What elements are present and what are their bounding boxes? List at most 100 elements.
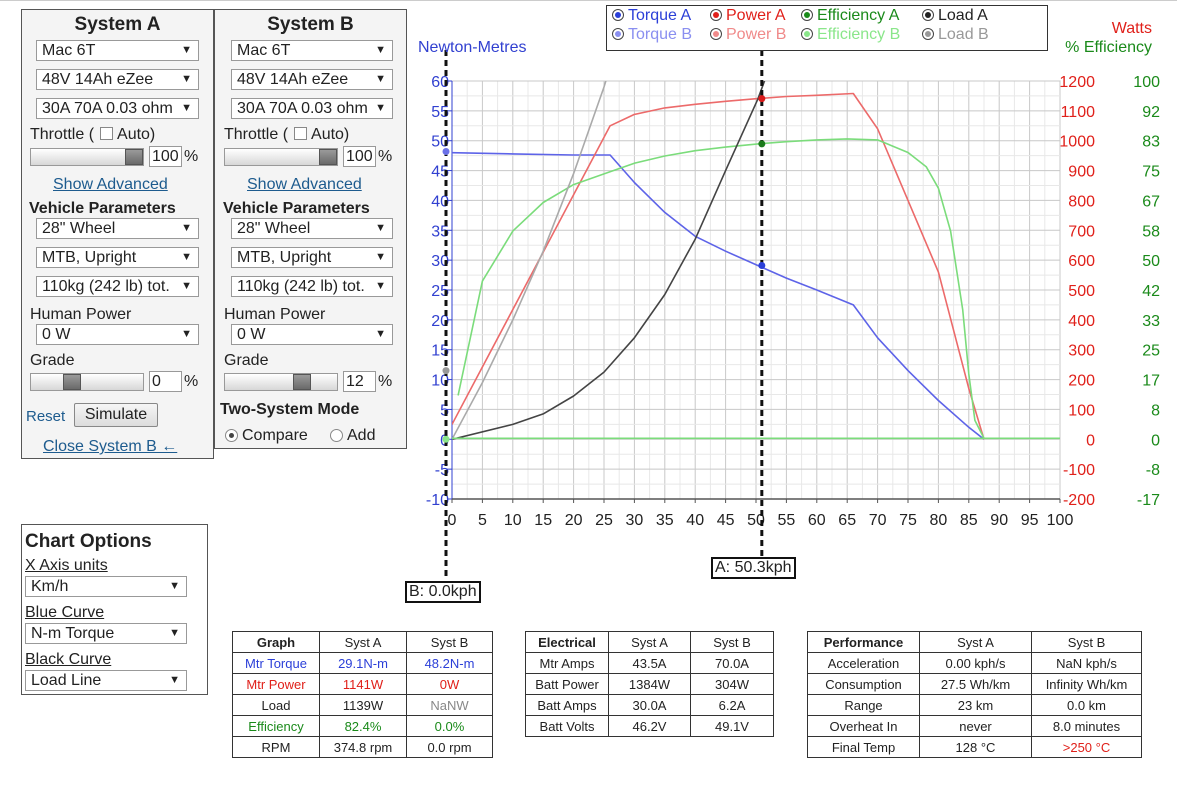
chevron-down-icon: ▼ (375, 73, 386, 85)
y-tick-label-power: 300 (1068, 343, 1095, 360)
bike-select-b[interactable]: MTB, Upright ▼ (231, 247, 393, 268)
table-row: RPM 374.8 rpm 0.0 rpm (232, 736, 493, 758)
table-cell: 8.0 minutes (1031, 715, 1142, 737)
x-tick-label: 80 (930, 512, 948, 529)
y-tick-label-power: 700 (1068, 223, 1095, 240)
simulate-button[interactable]: Simulate (74, 403, 158, 427)
table-header: Graph (232, 631, 320, 653)
table-header: Syst A (919, 631, 1032, 653)
x-axis-units-select[interactable]: Km/h ▼ (25, 576, 187, 597)
legend-torque-a[interactable]: Torque A (612, 7, 691, 25)
x-tick-label: 55 (778, 512, 796, 529)
show-advanced-link-b[interactable]: Show Advanced (247, 176, 362, 193)
slider-handle[interactable] (63, 374, 81, 390)
grade-slider-b[interactable] (224, 373, 338, 391)
grade-input-a[interactable]: 0 (149, 371, 182, 392)
graph-table: Graph Syst A Syst B Mtr Torque 29.1N-m 4… (232, 631, 493, 758)
table-cell: 6.2A (690, 694, 774, 716)
legend-torque-b[interactable]: Torque B (612, 26, 692, 44)
chevron-down-icon: ▼ (375, 251, 386, 263)
auto-checkbox-b[interactable] (294, 127, 308, 140)
table-cell: Acceleration (807, 652, 920, 674)
throttle-input-b[interactable]: 100 (343, 146, 376, 167)
legend-efficiency-a[interactable]: Efficiency A (801, 7, 899, 25)
show-advanced-link-a[interactable]: Show Advanced (53, 176, 168, 193)
throttle-slider-a[interactable] (30, 148, 144, 166)
table-cell: 1139W (319, 694, 407, 716)
table-cell: 82.4% (319, 715, 407, 737)
auto-checkbox-a[interactable] (100, 127, 114, 140)
x-tick-label: 40 (686, 512, 704, 529)
table-cell: 0.0 km (1031, 694, 1142, 716)
chevron-down-icon: ▼ (181, 44, 192, 56)
black-curve-select[interactable]: Load Line ▼ (25, 670, 187, 691)
human-power-select-a[interactable]: 0 W ▼ (36, 324, 199, 345)
table-cell: never (919, 715, 1032, 737)
y-tick-label-power: 1100 (1061, 104, 1096, 121)
chevron-down-icon: ▼ (375, 44, 386, 56)
table-cell: 0.0 rpm (406, 736, 493, 758)
legend-efficiency-b[interactable]: Efficiency B (801, 26, 900, 44)
throttle-input-a[interactable]: 100 (149, 146, 182, 167)
y-tick-label-efficiency: 17 (1142, 373, 1160, 390)
slider-handle[interactable] (125, 149, 143, 165)
y-tick-label-efficiency: -8 (1146, 462, 1160, 479)
controller-select-a[interactable]: 30A 70A 0.03 ohm ▼ (36, 98, 199, 119)
battery-select-b[interactable]: 48V 14Ah eZee ▼ (231, 69, 393, 90)
y-tick-label-left: 40 (431, 193, 449, 210)
y-tick-label-left: 55 (431, 104, 449, 121)
compare-radio[interactable]: Compare (225, 427, 308, 445)
series-load-b (452, 81, 607, 440)
x-tick-label: 75 (899, 512, 917, 529)
legend-load-b[interactable]: Load B (922, 26, 989, 44)
table-header: Syst A (319, 631, 407, 653)
system-a-panel: System A Mac 6T ▼ 48V 14Ah eZee ▼ 30A 70A … (21, 9, 214, 459)
chart-options-title: Chart Options (25, 531, 152, 552)
table-cell: Mtr Power (232, 673, 320, 695)
legend-power-a[interactable]: Power A (710, 7, 786, 25)
wheel-select-a[interactable]: 28" Wheel ▼ (36, 218, 199, 239)
chart-options-panel: Chart Options X Axis units Km/h ▼ Blue Cu… (21, 524, 208, 695)
cursor-b-label[interactable]: B: 0.0kph (405, 581, 481, 603)
add-radio[interactable]: Add (330, 427, 375, 445)
weight-select-b[interactable]: 110kg (242 lb) tot. ▼ (231, 276, 393, 297)
slider-handle[interactable] (293, 374, 311, 390)
chevron-down-icon: ▼ (181, 328, 192, 340)
table-cell: 27.5 Wh/km (919, 673, 1032, 695)
motor-select-b[interactable]: Mac 6T ▼ (231, 40, 393, 61)
cursor-a-label[interactable]: A: 50.3kph (711, 557, 796, 579)
controller-select-b[interactable]: 30A 70A 0.03 ohm ▼ (231, 98, 393, 119)
y-tick-label-left: 45 (431, 164, 449, 181)
y-tick-label-power: 1200 (1059, 74, 1095, 91)
grade-input-b[interactable]: 12 (343, 371, 376, 392)
legend-dot-icon (922, 9, 934, 21)
throttle-slider-b[interactable] (224, 148, 338, 166)
weight-select-a[interactable]: 110kg (242 lb) tot. ▼ (36, 276, 199, 297)
y-tick-label-power: 0 (1086, 432, 1095, 449)
y-tick-label-power: -100 (1063, 462, 1095, 479)
throttle-label-a: Throttle (Auto) (30, 126, 156, 143)
wheel-select-b[interactable]: 28" Wheel ▼ (231, 218, 393, 239)
marker-torque-a (758, 262, 766, 270)
y-tick-label-power: -200 (1063, 492, 1095, 509)
table-cell: Mtr Amps (525, 652, 609, 674)
reset-link[interactable]: Reset (26, 408, 66, 425)
legend-dot-icon (710, 9, 722, 21)
legend-power-b[interactable]: Power B (710, 26, 786, 44)
table-header: Electrical (525, 631, 609, 653)
legend-load-a[interactable]: Load A (922, 7, 988, 25)
x-tick-label: 70 (869, 512, 887, 529)
bike-select-a[interactable]: MTB, Upright ▼ (36, 247, 199, 268)
chart-cursors (442, 50, 766, 580)
blue-curve-select[interactable]: N-m Torque ▼ (25, 623, 187, 644)
grade-slider-a[interactable] (30, 373, 144, 391)
y-tick-label-efficiency: 25 (1142, 343, 1160, 360)
table-row: Load 1139W NaNW (232, 694, 493, 716)
battery-select-a[interactable]: 48V 14Ah eZee ▼ (36, 69, 199, 90)
human-power-select-b[interactable]: 0 W ▼ (231, 324, 393, 345)
close-system-b-link[interactable]: Close System B ← (43, 438, 178, 455)
motor-select-a[interactable]: Mac 6T ▼ (36, 40, 199, 61)
slider-handle[interactable] (319, 149, 337, 165)
system-b-title: System B (267, 14, 354, 35)
x-tick-label: 0 (448, 512, 457, 529)
